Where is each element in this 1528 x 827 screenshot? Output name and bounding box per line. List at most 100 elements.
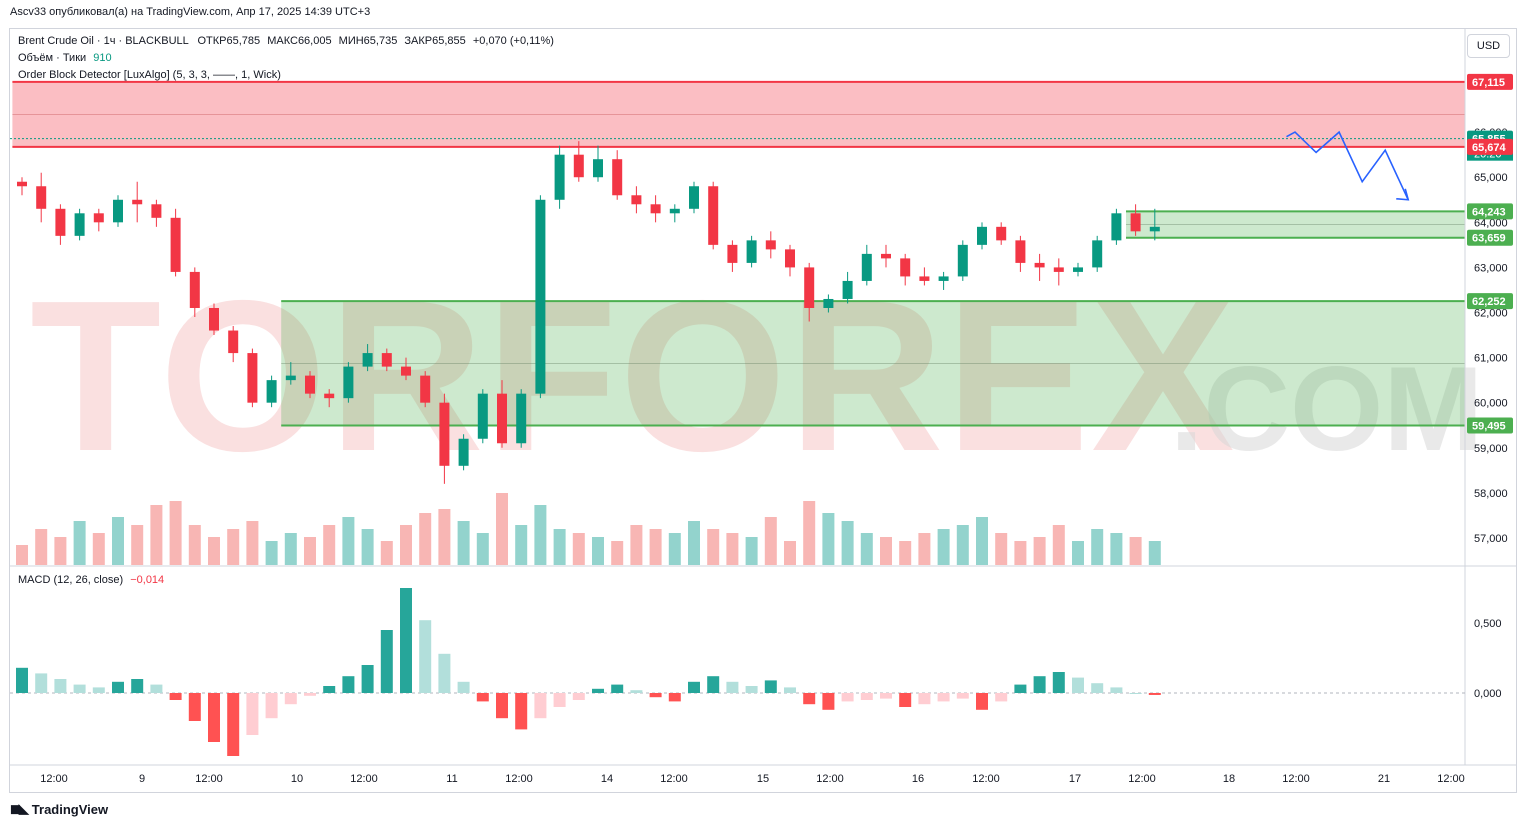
chart-frame	[9, 28, 1517, 793]
macd-hist-bar	[54, 679, 67, 693]
candle-body	[842, 280, 853, 299]
macd-hist-bar	[630, 690, 643, 693]
volume-bar	[880, 537, 892, 565]
candle-body	[573, 154, 584, 178]
candle-body	[1111, 213, 1122, 241]
candle-body	[420, 375, 431, 403]
volume-bar	[553, 529, 566, 565]
volume-bar	[112, 517, 124, 565]
legend-high: 66,005	[297, 35, 332, 47]
candle-body	[381, 353, 392, 367]
legend-change: +0,070 (+0,11%)	[472, 35, 554, 47]
candle-body	[17, 181, 27, 187]
time-tick-label: 12:00	[660, 773, 688, 785]
legend-volume-row: Объём · Тики 910	[18, 52, 112, 64]
volume-bar	[1072, 541, 1084, 565]
macd-hist-bar	[35, 673, 48, 693]
macd-hist-bar	[1052, 672, 1065, 693]
volume-bar	[323, 525, 336, 565]
legend-close-label: ЗАКР	[404, 35, 433, 47]
volume-bar	[841, 521, 854, 565]
candle-body	[477, 393, 488, 439]
volume-bar	[342, 517, 355, 565]
candle-body	[93, 213, 104, 223]
candle-body	[938, 276, 949, 281]
candle-body	[209, 307, 219, 331]
volume-bar	[688, 521, 700, 565]
price-badge-text: 67,115	[1472, 77, 1505, 89]
candle-body	[919, 276, 930, 281]
tradingview-logo-icon: ◼◣	[10, 801, 29, 816]
volume-bar	[438, 509, 451, 565]
volume-bar	[169, 501, 182, 565]
candle-body	[708, 186, 719, 245]
candle-body	[650, 204, 661, 214]
candle-body	[1073, 267, 1083, 272]
macd-hist-bar	[1072, 677, 1084, 693]
volume-bar	[803, 501, 816, 565]
legend-macd-label[interactable]: MACD (12, 26, close)	[18, 574, 124, 586]
macd-hist-bar	[995, 693, 1008, 702]
candle-body	[132, 199, 143, 205]
macd-hist-bar	[112, 681, 124, 693]
macd-hist-bar	[1033, 676, 1046, 693]
price-badge-bull-zone-top	[1467, 293, 1513, 310]
volume-bar	[899, 541, 912, 565]
volume-bar	[668, 533, 681, 565]
volume-bar	[784, 541, 796, 565]
time-tick-label: 21	[1378, 773, 1390, 785]
currency-button[interactable]: USD	[1467, 34, 1510, 58]
legend-volume-label[interactable]: Объём · Тики	[18, 52, 87, 64]
price-badge-bear-zone-bottom	[1467, 138, 1513, 155]
time-tick-label: 18	[1223, 773, 1235, 785]
volume-bar	[265, 541, 278, 565]
candle-body	[1053, 267, 1064, 272]
watermark-sub: .COM	[1170, 342, 1483, 476]
candle-body	[900, 258, 911, 277]
legend-macd-value: −0,014	[130, 574, 165, 586]
macd-hist-bar	[745, 686, 758, 693]
candle-body	[535, 199, 546, 394]
volume-bar	[822, 513, 835, 565]
volume-bar	[16, 545, 28, 565]
price-badge-bear-zone-top	[1467, 73, 1513, 90]
volume-bar	[592, 537, 604, 565]
volume-bar	[476, 533, 489, 565]
candle-body	[55, 208, 66, 236]
candle-body	[957, 244, 968, 277]
price-badge-text: 65,674	[1472, 142, 1507, 154]
volume-bar	[1033, 537, 1046, 565]
price-tick-label: 64,000	[1474, 217, 1508, 229]
macd-hist-bar	[169, 693, 182, 700]
legend-symbol[interactable]: Brent Crude Oil · 1ч · BLACKBULL	[18, 35, 189, 47]
projection-path	[1286, 130, 1409, 201]
volume-bar	[208, 537, 220, 565]
volume-bar	[1110, 533, 1123, 565]
time-tick-label: 14	[601, 773, 613, 785]
legend-low-label: МИН	[338, 35, 364, 47]
price-badge-text: 64,243	[1472, 206, 1506, 218]
volume-bar	[227, 529, 240, 565]
candle-body	[285, 375, 296, 381]
time-tick-label: 12:00	[816, 773, 844, 785]
legend-indicator[interactable]: Order Block Detector [LuxAlgo] (5, 3, 3,…	[18, 69, 281, 81]
price-tick-label: 58,000	[1474, 488, 1508, 500]
price-tick-label: 65,000	[1474, 172, 1508, 184]
candle-body	[458, 438, 469, 466]
volume-bar	[707, 529, 720, 565]
macd-hist-bar	[592, 688, 604, 693]
legend-high-label: МАКС	[267, 35, 298, 47]
macd-hist-bar	[496, 693, 508, 719]
candle-body	[151, 204, 162, 218]
candle-body	[746, 240, 757, 263]
tradingview-logo[interactable]: ◼◣ TradingView	[10, 801, 108, 817]
volume-bar	[860, 533, 873, 565]
macd-hist-bar	[899, 693, 912, 707]
macd-hist-bar	[265, 693, 278, 719]
candle-body	[1130, 213, 1141, 232]
volume-bar	[54, 537, 67, 565]
macd-hist-bar	[92, 687, 105, 693]
candle-body	[554, 154, 565, 200]
candle-body	[401, 366, 411, 376]
